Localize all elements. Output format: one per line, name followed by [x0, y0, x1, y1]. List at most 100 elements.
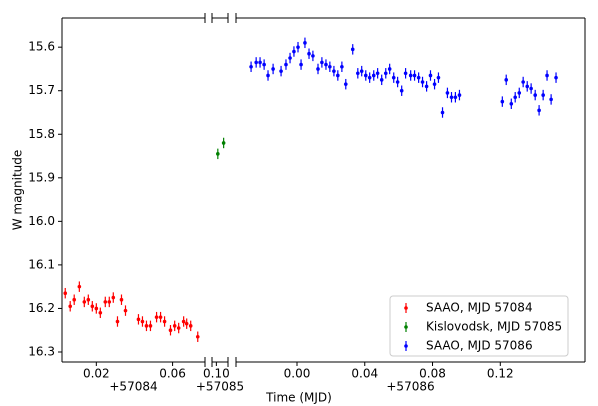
data-point — [403, 71, 408, 76]
data-point — [195, 334, 200, 339]
data-point — [336, 73, 340, 78]
data-point — [332, 69, 336, 73]
data-point — [513, 95, 517, 100]
data-point — [428, 73, 433, 78]
data-point — [162, 319, 167, 324]
x-offset-label: +57084 — [109, 380, 157, 394]
data-point — [311, 54, 315, 58]
legend-marker — [404, 325, 408, 329]
data-point — [549, 97, 553, 102]
data-point — [172, 324, 177, 328]
data-point — [94, 306, 99, 311]
data-point — [399, 88, 404, 93]
data-point — [525, 84, 530, 89]
y-tick-label: 16.3 — [28, 344, 55, 358]
data-point — [316, 67, 320, 71]
data-point — [279, 69, 283, 73]
data-point — [359, 69, 364, 73]
data-point — [436, 75, 441, 80]
x-tick-label: 0.10 — [203, 367, 230, 381]
data-point — [123, 308, 128, 313]
data-point — [449, 95, 454, 100]
data-point — [216, 152, 220, 156]
data-point — [371, 73, 376, 78]
legend-label: Kislovodsk, MJD 57085 — [426, 320, 562, 334]
x-tick-label: 0.06 — [159, 367, 186, 381]
data-point — [343, 82, 348, 86]
data-point — [68, 304, 72, 309]
data-point — [119, 297, 124, 302]
legend-marker — [404, 344, 408, 348]
data-point — [188, 324, 193, 328]
data-point — [103, 300, 108, 304]
data-point — [184, 321, 189, 326]
data-point — [72, 297, 77, 302]
data-point — [391, 75, 396, 80]
x-axis-label: Time (MJD) — [265, 391, 332, 405]
data-point — [324, 62, 328, 67]
data-point — [537, 108, 541, 113]
data-point — [254, 60, 258, 65]
data-point — [292, 49, 296, 54]
data-point — [90, 304, 95, 309]
y-tick-label: 15.9 — [28, 170, 55, 184]
data-point — [148, 324, 153, 328]
data-point — [500, 99, 505, 104]
data-point — [63, 291, 68, 296]
data-point — [221, 141, 226, 145]
data-point — [111, 295, 116, 300]
data-point — [395, 80, 400, 84]
data-point — [136, 317, 141, 322]
data-point — [296, 45, 300, 49]
data-point — [86, 297, 91, 302]
data-point — [299, 62, 303, 67]
data-point — [288, 56, 292, 60]
data-point — [340, 64, 344, 69]
data-point — [77, 284, 82, 289]
data-point — [517, 91, 522, 95]
data-point — [284, 62, 288, 67]
legend-label: SAAO, MJD 57086 — [426, 339, 533, 353]
data-point — [144, 324, 149, 328]
data-point — [115, 319, 120, 324]
x-tick-label: 0.08 — [419, 367, 446, 381]
data-point — [176, 326, 181, 330]
x-tick-label: 0.02 — [83, 367, 110, 381]
data-point — [154, 315, 159, 319]
data-point — [363, 73, 368, 78]
data-point — [408, 73, 413, 78]
data-point — [541, 93, 545, 97]
data-point — [249, 64, 253, 69]
data-point — [432, 82, 437, 86]
data-point — [387, 67, 392, 71]
legend-box — [389, 295, 569, 357]
y-tick-label: 16.0 — [28, 214, 55, 228]
data-point — [420, 80, 425, 84]
data-point — [375, 71, 380, 76]
data-point — [140, 319, 145, 324]
x-offset-label: +57085 — [196, 380, 244, 394]
data-point — [545, 73, 549, 78]
y-tick-label: 15.8 — [28, 127, 55, 141]
data-point — [412, 73, 417, 78]
data-point — [416, 75, 421, 80]
data-point — [453, 95, 458, 100]
data-point — [181, 319, 186, 324]
data-point — [554, 75, 558, 80]
data-point — [258, 60, 262, 65]
data-point — [509, 101, 514, 106]
data-point — [529, 86, 533, 91]
data-point — [379, 78, 384, 82]
y-tick-label: 16.1 — [28, 257, 55, 271]
data-point — [521, 80, 525, 84]
data-point — [383, 71, 388, 76]
data-point — [457, 93, 462, 97]
legend-label: SAAO, MJD 57084 — [426, 301, 533, 315]
x-tick-label: 0.04 — [351, 367, 378, 381]
data-point — [82, 300, 87, 304]
data-point — [356, 71, 360, 76]
y-tick-label: 15.6 — [28, 40, 55, 54]
data-point — [303, 41, 307, 45]
data-point — [440, 110, 445, 115]
